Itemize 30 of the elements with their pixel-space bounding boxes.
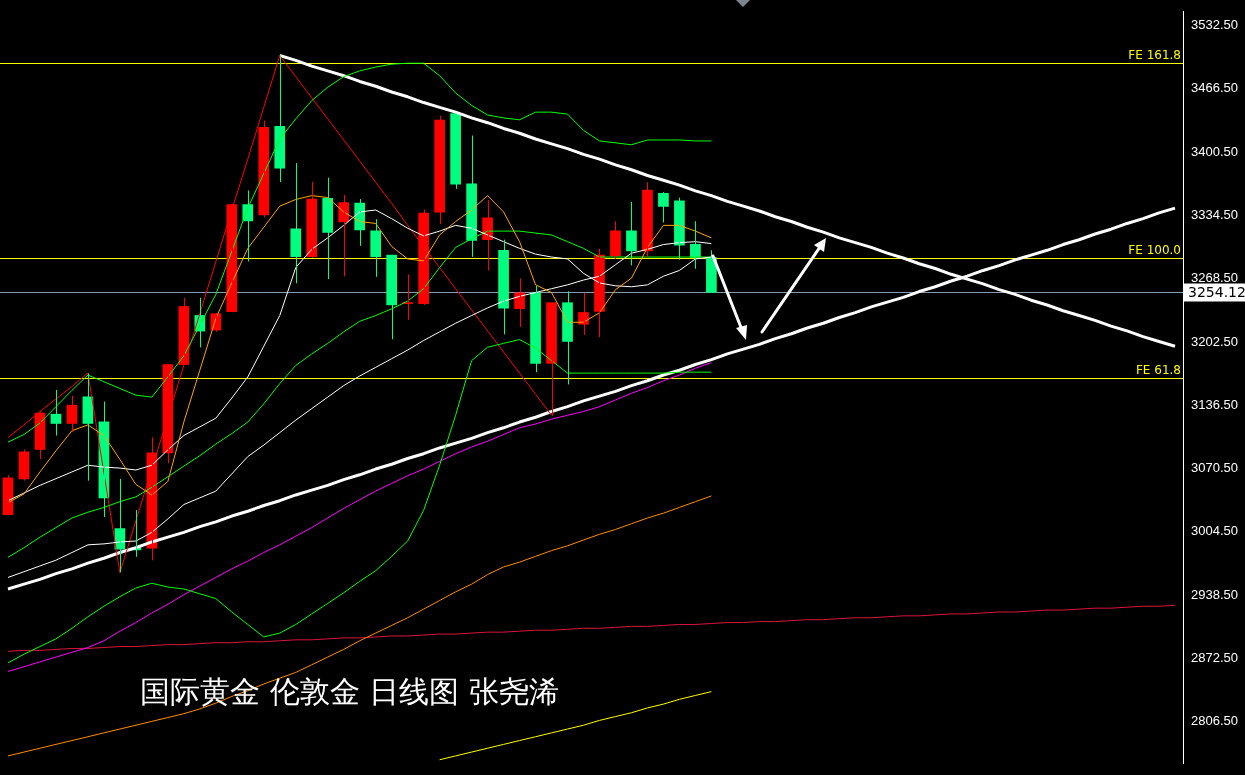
y-tick-label: 2872.50 — [1191, 650, 1238, 666]
candlestick — [306, 181, 318, 259]
candlestick — [290, 162, 302, 284]
y-tick-label: 3268.50 — [1191, 270, 1238, 286]
candlestick — [498, 239, 509, 335]
ref-line-label: FE 100.0 — [1128, 243, 1181, 258]
y-tick-label: 2938.50 — [1191, 586, 1238, 602]
ref-line-label: FE 161.8 — [1128, 48, 1181, 63]
candlestick — [370, 218, 382, 278]
y-tick-label: 3136.50 — [1191, 396, 1238, 412]
candlestick — [658, 191, 669, 223]
y-tick-label: 2806.50 — [1191, 713, 1238, 729]
candlestick — [386, 254, 397, 340]
candlestick — [258, 120, 270, 218]
y-tick-label: 3070.50 — [1191, 460, 1238, 476]
candlestick — [562, 290, 573, 385]
candlestick — [322, 177, 334, 280]
ref-line-label: 3254.12 — [1188, 284, 1245, 301]
y-tick-label: 3004.50 — [1191, 523, 1238, 539]
candlestick — [530, 285, 541, 373]
y-tick-label: 3400.50 — [1191, 143, 1238, 159]
y-tick-label: 3532.50 — [1191, 16, 1238, 32]
ref-line-label: FE 61.8 — [1135, 363, 1181, 378]
candlestick — [450, 113, 461, 190]
y-tick-label: 3334.50 — [1191, 206, 1238, 222]
candlestick — [610, 220, 621, 260]
candlestick — [434, 115, 445, 225]
y-tick-label: 3202.50 — [1191, 333, 1238, 349]
candlestick — [626, 201, 637, 266]
y-tick-label: 3466.50 — [1191, 80, 1238, 96]
